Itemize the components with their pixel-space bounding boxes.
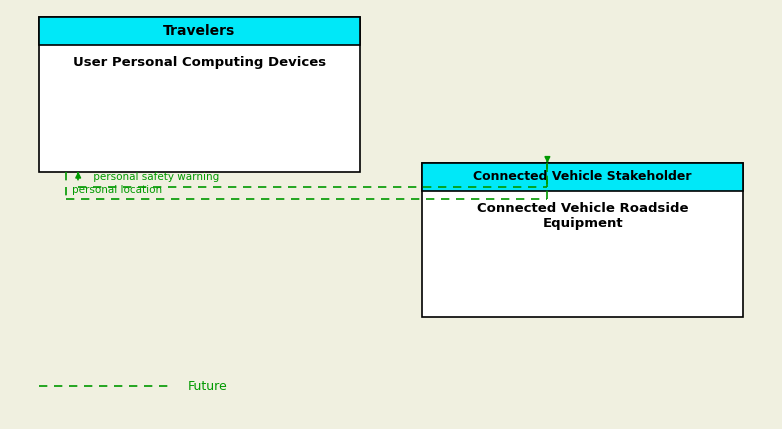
Text: User Personal Computing Devices: User Personal Computing Devices — [73, 56, 326, 69]
Bar — [422, 163, 743, 191]
Text: Future: Future — [188, 380, 228, 393]
Text: Travelers: Travelers — [163, 24, 235, 38]
Bar — [39, 17, 360, 172]
Text: Connected Vehicle Roadside
Equipment: Connected Vehicle Roadside Equipment — [477, 202, 688, 230]
Text: personal location: personal location — [72, 185, 162, 195]
Text: personal safety warning: personal safety warning — [90, 172, 219, 182]
Text: Connected Vehicle Stakeholder: Connected Vehicle Stakeholder — [473, 170, 692, 184]
Bar — [39, 17, 360, 45]
Bar — [422, 163, 743, 317]
